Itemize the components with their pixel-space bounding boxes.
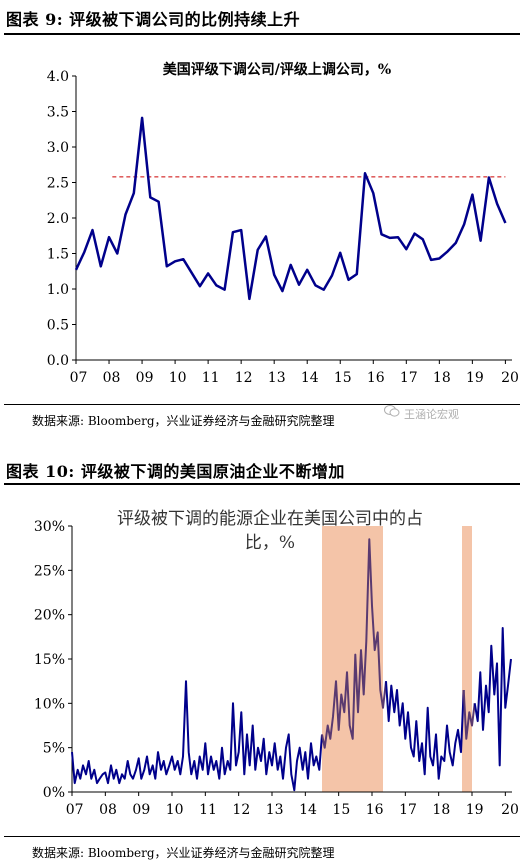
- x-tick-label: 19: [466, 802, 484, 818]
- watermark-text: 王涵论宏观: [404, 408, 459, 421]
- x-tick-label: 12: [235, 370, 253, 386]
- y-tick-label: 1.0: [47, 282, 69, 298]
- x-tick-label: 07: [66, 802, 84, 818]
- x-tick-label: 15: [332, 802, 350, 818]
- x-tick-label: 20: [501, 802, 519, 818]
- chart-title-line-1: 评级被下调的能源企业在美国公司中的占: [117, 509, 423, 529]
- y-tick-label: 30%: [34, 519, 65, 535]
- figure-9-top-rule: [4, 33, 520, 35]
- y-tick-label: 0.5: [47, 318, 69, 334]
- y-tick-label: 4.0: [47, 69, 69, 85]
- x-tick-label: 14: [301, 370, 319, 386]
- x-tick-label: 20: [501, 370, 519, 386]
- y-tick-label: 25%: [34, 563, 65, 579]
- y-tick-label: 10%: [34, 696, 65, 712]
- x-tick-label: 13: [266, 802, 284, 818]
- x-tick-label: 14: [299, 802, 317, 818]
- x-tick-label: 19: [466, 370, 484, 386]
- x-tick-label: 07: [70, 370, 88, 386]
- series-line-segment-5: [473, 627, 512, 767]
- series-line-segment-2: [321, 538, 387, 749]
- x-tick-label: 15: [334, 370, 352, 386]
- series-line-segment-4: [462, 689, 476, 740]
- x-tick-label: 18: [432, 802, 450, 818]
- shaded-region-1: [322, 526, 383, 792]
- y-tick-label: 0.0: [47, 353, 69, 369]
- shaded-region-2: [462, 526, 472, 792]
- series-line-segment-3: [385, 681, 465, 780]
- x-tick-label: 13: [268, 370, 286, 386]
- y-tick-label: 15%: [34, 652, 65, 668]
- y-tick-label: 20%: [34, 608, 65, 624]
- x-tick-label: 10: [166, 802, 184, 818]
- chart-1: 0.0 0.5 1.0 1.5 2.0 2.5 3.0 3.5 4.0 07 08 09 10 11 12 1…: [47, 61, 519, 386]
- x-tick-label: 16: [366, 802, 384, 818]
- figure-10-bottom-rule: [4, 836, 520, 837]
- figure-9-label: 图表 9: 评级被下调公司的比例持续上升: [6, 10, 301, 29]
- x-tick-label: 09: [136, 370, 154, 386]
- y-tick-label: 1.5: [47, 247, 69, 263]
- y-tick-label: 2.0: [47, 211, 69, 227]
- figure-10-source: 数据来源: Bloomberg，兴业证券经济与金融研究院整理: [32, 846, 335, 860]
- wechat-icon: [384, 405, 400, 417]
- chart-2: 0% 5% 10% 15% 20% 25% 30% 07 08 09 10 11 12 13 14 15 16 1…: [34, 509, 519, 818]
- y-tick-label: 5%: [43, 741, 65, 757]
- x-tick-label: 09: [132, 802, 150, 818]
- figure-9-bottom-rule: [4, 404, 520, 405]
- x-tick-label: 11: [199, 802, 217, 818]
- figure-10-top-rule: [4, 483, 520, 485]
- chart-title-line-2: 比，%: [245, 533, 295, 553]
- y-tick-label: 2.5: [47, 176, 69, 192]
- series-line: [74, 116, 507, 301]
- figure-10-label: 图表 10: 评级被下调的美国原油企业不断增加: [6, 462, 345, 481]
- series-line-segment-1: [71, 680, 323, 792]
- x-tick-label: 08: [103, 370, 121, 386]
- x-tick-label: 16: [367, 370, 385, 386]
- figure-9-source: 数据来源: Bloomberg，兴业证券经济与金融研究院整理: [32, 414, 335, 428]
- y-tick-label: 3.0: [47, 140, 69, 156]
- x-tick-label: 18: [433, 370, 451, 386]
- y-tick-label: 0%: [43, 785, 65, 801]
- x-tick-label: 11: [202, 370, 220, 386]
- x-tick-label: 12: [232, 802, 250, 818]
- x-tick-label: 10: [169, 370, 187, 386]
- x-tick-label: 08: [99, 802, 117, 818]
- x-tick-label: 17: [400, 370, 418, 386]
- y-tick-label: 3.5: [47, 105, 69, 121]
- chart-title: 美国评级下调公司/评级上调公司，%: [163, 61, 391, 78]
- x-tick-label: 17: [399, 802, 417, 818]
